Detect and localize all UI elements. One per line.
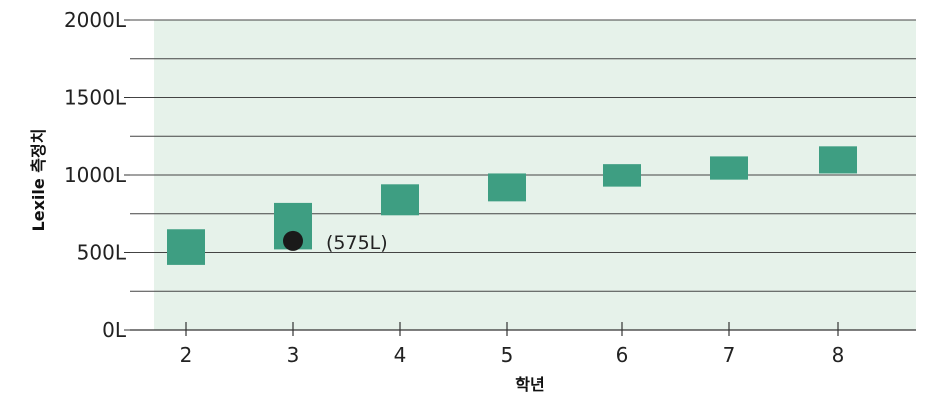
range-box bbox=[488, 173, 526, 202]
x-tick-label: 2 bbox=[180, 343, 193, 367]
y-axis-title: Lexile 측정치 bbox=[29, 129, 48, 232]
range-box bbox=[819, 146, 857, 174]
x-tick-label: 8 bbox=[832, 343, 845, 367]
x-tick-label: 4 bbox=[394, 343, 407, 367]
range-box bbox=[710, 156, 748, 180]
x-tick-label: 6 bbox=[616, 343, 629, 367]
range-box bbox=[381, 184, 419, 216]
data-points: (575L) bbox=[283, 230, 388, 254]
x-tick-label: 5 bbox=[501, 343, 514, 367]
range-boxes bbox=[167, 146, 857, 265]
y-tick-label: 1000L bbox=[64, 163, 127, 187]
y-axis-ticks: 0L 500L 1000L 1500L 2000L bbox=[64, 8, 130, 342]
data-point bbox=[283, 230, 303, 251]
x-tick-label: 3 bbox=[287, 343, 300, 367]
y-tick-label: 1500L bbox=[64, 86, 127, 110]
x-tick-label: 7 bbox=[723, 343, 736, 367]
range-box bbox=[167, 229, 205, 265]
range-box bbox=[603, 164, 641, 187]
data-point-label: (575L) bbox=[326, 232, 388, 254]
y-tick-label: 0L bbox=[102, 318, 127, 342]
y-tick-label: 500L bbox=[77, 241, 127, 265]
x-axis-title: 학년 bbox=[515, 375, 544, 394]
y-tick-label: 2000L bbox=[64, 8, 127, 32]
x-axis: 2 3 4 5 6 7 8 bbox=[130, 322, 916, 367]
